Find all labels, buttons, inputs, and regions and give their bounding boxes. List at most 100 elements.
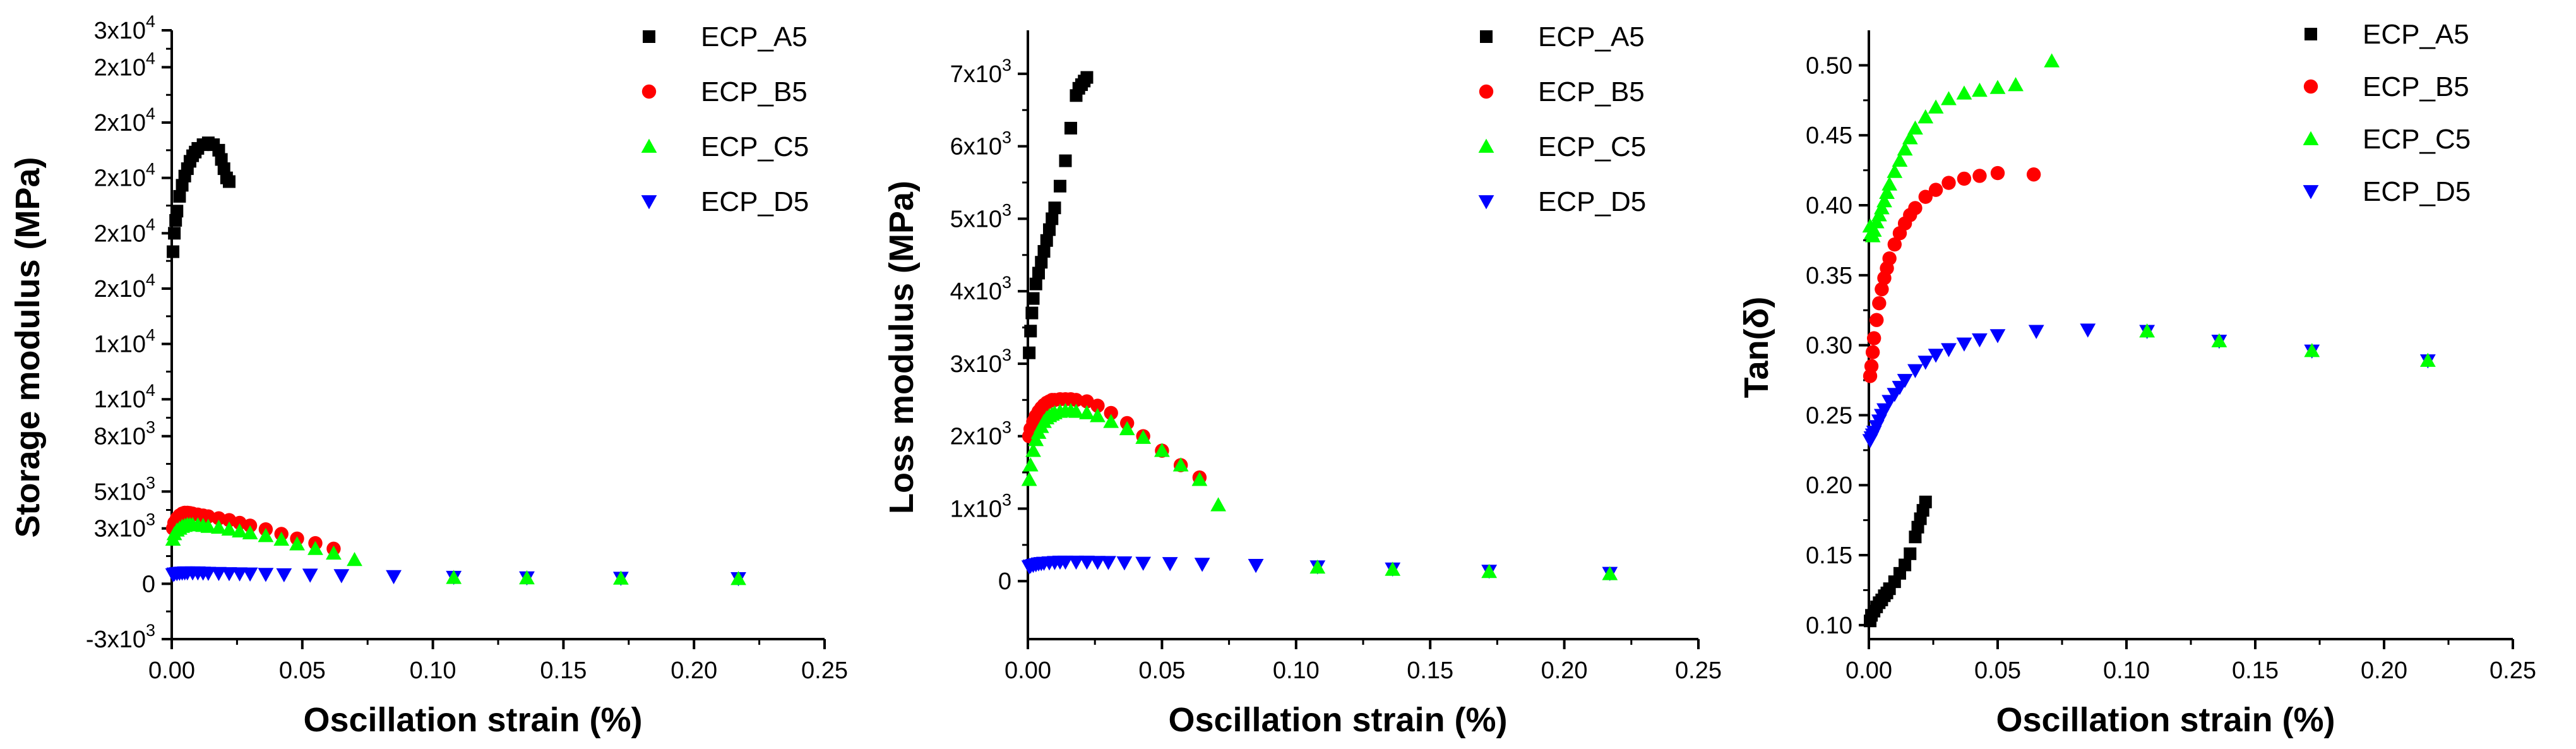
storage-point-ecp_c5 bbox=[221, 521, 237, 536]
storage-y-tick-base: 3x10 bbox=[94, 516, 146, 542]
tan-point-ecp_c5 bbox=[1989, 80, 2006, 94]
loss-point-ecp_a5 bbox=[1037, 245, 1051, 258]
loss-point-ecp_a5 bbox=[1035, 256, 1048, 269]
loss-point-ecp_b5 bbox=[1090, 398, 1105, 413]
tan-point-ecp_c5 bbox=[1881, 176, 1898, 191]
storage-y-tick-base: 5x10 bbox=[94, 479, 146, 505]
storage-y-tick-base: 2x10 bbox=[94, 220, 146, 247]
loss-y-tick-label: 7x103 bbox=[950, 56, 1011, 88]
tan-point-ecp_d5 bbox=[1907, 364, 1923, 378]
tan-point-ecp_d5 bbox=[1989, 329, 2006, 344]
tan-legend-marker bbox=[2303, 79, 2318, 94]
storage-y-tick-base: 2x10 bbox=[94, 54, 146, 81]
loss-x-tick-label: 0.20 bbox=[1541, 657, 1588, 684]
tan-series-overlay bbox=[2139, 323, 2436, 367]
loss-point-ecp_c5 bbox=[1022, 457, 1039, 472]
tan-point-ecp_c5 bbox=[2008, 77, 2024, 92]
storage-point-overlay bbox=[519, 570, 535, 585]
tan-y-tick-base: 0.30 bbox=[1806, 333, 1852, 359]
loss-y-tick-label: 4x103 bbox=[950, 273, 1011, 305]
loss-point-overlay bbox=[1309, 559, 1326, 574]
loss-y-tick-exp: 3 bbox=[1002, 418, 1011, 437]
loss-y-tick-exp: 3 bbox=[1002, 273, 1011, 292]
storage-legend-marker bbox=[641, 138, 657, 153]
loss-point-ecp_a5 bbox=[1032, 267, 1045, 280]
tan-y-tick-label: 0.30 bbox=[1806, 333, 1852, 359]
loss-point-ecp_d5 bbox=[1248, 559, 1264, 573]
storage-point-ecp_c5 bbox=[289, 536, 305, 551]
loss-point-overlay bbox=[1385, 561, 1401, 576]
storage-point-ecp_d5 bbox=[200, 566, 217, 581]
loss-x-tick-label: 0.00 bbox=[1005, 657, 1051, 684]
tan-legend-marker bbox=[2305, 28, 2317, 40]
storage-point-ecp_c5 bbox=[307, 541, 323, 555]
tan-legend-label: ECP_A5 bbox=[2363, 19, 2469, 50]
storage-legend-label: ECP_D5 bbox=[701, 186, 809, 217]
tan-point-ecp_b5 bbox=[1869, 313, 1884, 327]
loss-point-ecp_c5 bbox=[1119, 421, 1135, 436]
storage-point-ecp_d5 bbox=[221, 567, 237, 582]
tan-point-ecp_a5 bbox=[1904, 547, 1917, 560]
tan-x-tick-label: 0.15 bbox=[2232, 657, 2279, 684]
storage-x-axis-title: Oscillation strain (%) bbox=[303, 701, 642, 739]
tan-point-ecp_c5 bbox=[1892, 152, 1908, 167]
loss-point-ecp_a5 bbox=[1029, 277, 1042, 291]
storage-y-tick-label: 2x104 bbox=[94, 215, 155, 247]
loss-legend-marker bbox=[1478, 195, 1494, 210]
loss-y-axis-title: Loss modulus (MPa) bbox=[883, 181, 921, 514]
tan-point-overlay bbox=[2304, 343, 2320, 357]
loss-point-ecp_a5 bbox=[1027, 292, 1040, 305]
tan-series-ecp_b5 bbox=[1863, 165, 2041, 383]
tan-series-ecp_d5 bbox=[1862, 323, 2436, 448]
loss-point-ecp_c5 bbox=[1103, 414, 1119, 428]
loss-point-ecp_a5 bbox=[1042, 223, 1056, 236]
loss-y-tick-label: 5x103 bbox=[950, 200, 1011, 232]
loss-point-ecp_a5 bbox=[1024, 325, 1037, 338]
storage-point-ecp_a5 bbox=[173, 189, 186, 203]
loss-point-ecp_b5 bbox=[1080, 394, 1094, 409]
tan-point-ecp_b5 bbox=[1928, 183, 1943, 197]
tan-y-tick-base: 0.10 bbox=[1806, 613, 1852, 639]
storage-x-tick-label: 0.10 bbox=[410, 657, 456, 684]
storage-y-tick-label: 1x104 bbox=[94, 326, 155, 358]
loss-legend-label: ECP_A5 bbox=[1538, 21, 1645, 52]
storage-y-tick-label: 2x104 bbox=[94, 270, 155, 303]
loss-x-tick-label: 0.15 bbox=[1407, 657, 1453, 684]
storage-y-tick-exp: 3 bbox=[146, 473, 155, 492]
storage-y-tick-exp: 4 bbox=[146, 104, 155, 123]
tan-point-ecp_a5 bbox=[1899, 558, 1912, 572]
loss-x-tick-label: 0.10 bbox=[1273, 657, 1320, 684]
loss-point-ecp_d5 bbox=[1090, 556, 1106, 570]
storage-point-ecp_c5 bbox=[242, 525, 258, 539]
tan-point-ecp_d5 bbox=[2080, 323, 2096, 338]
tan-series-ecp_c5 bbox=[1862, 53, 2060, 243]
storage-y-tick-exp: 4 bbox=[146, 270, 155, 289]
storage-y-tick-base: 2x10 bbox=[94, 276, 146, 303]
tan-y-tick-label: 0.15 bbox=[1806, 542, 1852, 569]
storage-point-ecp_d5 bbox=[232, 567, 247, 582]
loss-legend-marker bbox=[1480, 30, 1493, 43]
storage-y-tick-base: -3x10 bbox=[86, 626, 146, 653]
loss-chart: 0.00 0.05 0.10 0.15 0.20 0.2501x1032x1033x103… bbox=[883, 21, 1722, 739]
storage-series-ecp_a5 bbox=[167, 136, 236, 258]
loss-point-ecp_a5 bbox=[1040, 234, 1053, 247]
loss-point-ecp_c5 bbox=[1079, 405, 1095, 419]
tan-y-tick-label: 0.45 bbox=[1806, 123, 1852, 149]
storage-point-ecp_d5 bbox=[333, 569, 350, 584]
storage-point-ecp_d5 bbox=[302, 568, 318, 583]
loss-y-tick-label: 6x103 bbox=[950, 128, 1011, 160]
tan-point-ecp_c5 bbox=[1956, 85, 1972, 100]
tan-point-ecp_b5 bbox=[1908, 201, 1923, 215]
storage-legend-label: ECP_B5 bbox=[701, 76, 808, 107]
storage-point-ecp_a5 bbox=[222, 175, 236, 188]
tan-point-ecp_b5 bbox=[1918, 189, 1933, 204]
loss-point-ecp_c5 bbox=[1090, 408, 1106, 422]
tan-point-ecp_b5 bbox=[2026, 167, 2041, 182]
tan-series-ecp_a5 bbox=[1864, 495, 1932, 628]
loss-point-overlay bbox=[1602, 566, 1618, 580]
loss-series-ecp_a5 bbox=[1023, 71, 1094, 359]
loss-point-ecp_c5 bbox=[1068, 404, 1084, 418]
tan-point-ecp_d5 bbox=[1928, 349, 1944, 363]
storage-point-ecp_c5 bbox=[232, 523, 247, 538]
tan-y-axis-title: Tan(δ) bbox=[1738, 297, 1775, 398]
